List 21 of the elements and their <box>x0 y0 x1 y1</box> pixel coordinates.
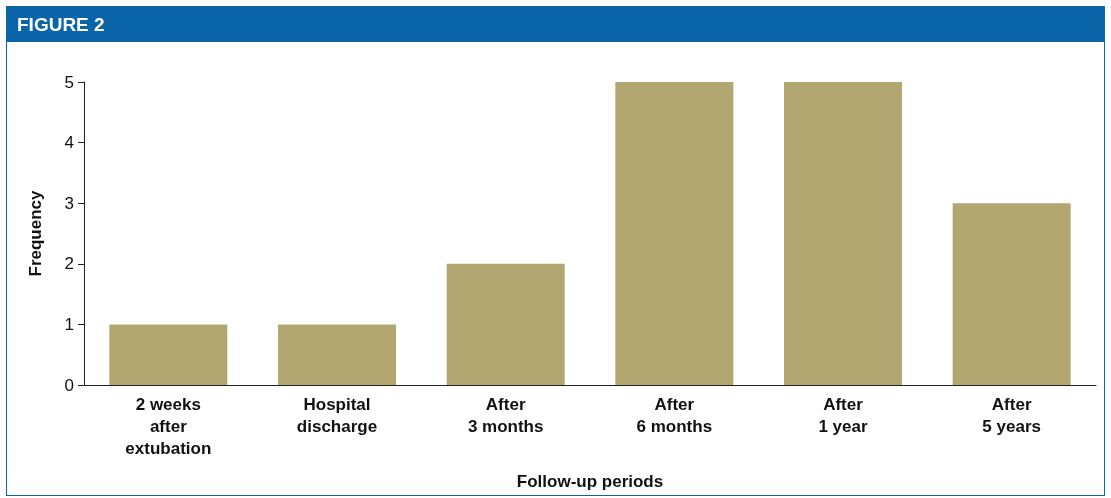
y-tick-label: 3 <box>64 193 74 213</box>
bar <box>109 324 228 385</box>
bar <box>278 324 396 385</box>
chart-title: FIGURE 2 <box>7 6 1104 42</box>
y-tick-label: 1 <box>64 314 74 334</box>
x-tick-label: 2 weeks after extubation <box>125 394 212 458</box>
y-tick-label: 5 <box>64 72 74 92</box>
bar <box>446 263 565 385</box>
y-tick-label: 4 <box>64 133 74 153</box>
y-axis-title: Frequency <box>26 189 45 277</box>
x-axis-title: Follow-up periods <box>516 472 664 491</box>
bar <box>615 82 734 385</box>
bar <box>784 82 902 385</box>
y-tick-label: 2 <box>64 254 74 274</box>
y-tick-label: 0 <box>64 375 74 395</box>
x-tick-label: After 6 months <box>636 394 713 436</box>
x-tick-label: Hospital discharge <box>296 394 378 436</box>
x-tick-label: After 5 years <box>982 394 1041 436</box>
x-tick-label: After 1 year <box>818 394 868 436</box>
bar <box>952 203 1071 385</box>
x-tick-label: After 3 months <box>467 394 544 436</box>
